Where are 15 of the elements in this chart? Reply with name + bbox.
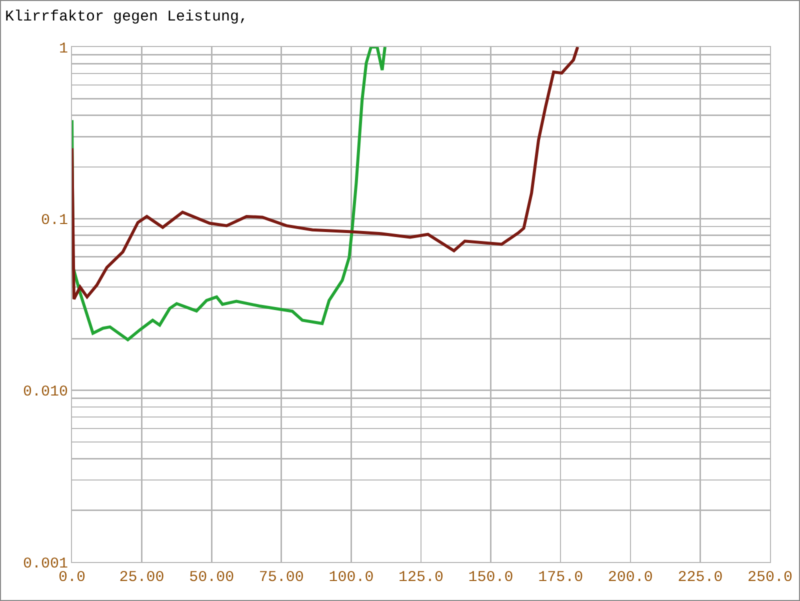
line-series: [72, 47, 580, 301]
x-tick-label: 75.00: [258, 569, 304, 586]
x-tick-label: 100.0: [328, 569, 374, 586]
x-tick-label: 50.00: [189, 569, 234, 586]
y-tick-label: 0.1: [40, 212, 68, 229]
x-tick-label: 150.0: [468, 569, 514, 586]
x-tick-label: 225.0: [678, 569, 723, 586]
x-tick-label: 250.0: [747, 569, 793, 586]
x-tick-label: 200.0: [608, 569, 653, 586]
y-tick-label: 1: [58, 40, 68, 58]
x-tick-label: 125.0: [398, 569, 444, 586]
chart-title: Klirrfaktor gegen Leistung,: [4, 8, 248, 26]
x-tick-label: 25.00: [119, 569, 164, 586]
y-tick-label: 0.010: [22, 384, 68, 401]
x-tick-label: 175.0: [538, 569, 584, 586]
